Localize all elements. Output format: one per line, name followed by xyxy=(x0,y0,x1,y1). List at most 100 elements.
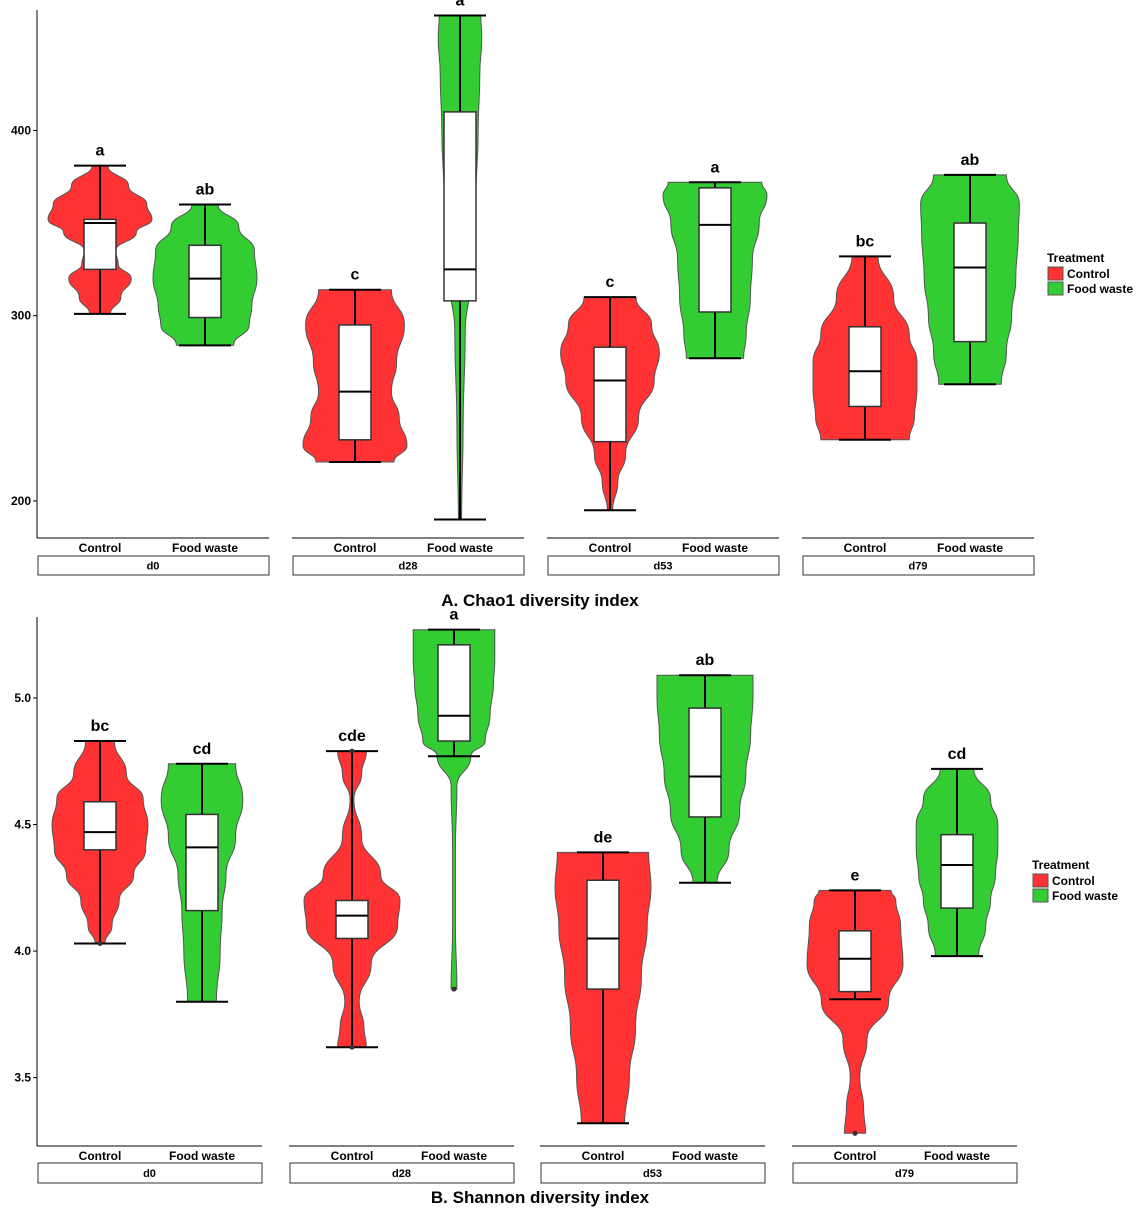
violin-d0-control: bc xyxy=(51,718,149,947)
iqr-box xyxy=(848,326,882,408)
outlier-point xyxy=(451,986,457,992)
violin-d53-food-waste: a xyxy=(662,159,768,360)
iqr-box xyxy=(953,222,987,343)
iqr-box xyxy=(698,187,732,313)
violin-d28-food-waste: a xyxy=(434,0,486,521)
violin-d28-food-waste: a xyxy=(412,607,496,992)
facet-d53: de Control ab Food waste d53 xyxy=(540,652,766,1184)
violin-d79-control: e xyxy=(806,867,904,1136)
iqr-box xyxy=(335,899,369,940)
x-category-label: Food waste xyxy=(427,541,493,555)
significance-letter: ab xyxy=(961,152,980,169)
y-tick-label: 400 xyxy=(11,123,31,137)
significance-letter: a xyxy=(450,607,459,624)
iqr-box xyxy=(188,244,222,319)
facet-d28: c Control a Food waste d28 xyxy=(292,0,525,576)
significance-letter: cde xyxy=(338,728,366,745)
legend-swatch xyxy=(1032,888,1049,903)
outlier-point xyxy=(97,941,103,947)
y-tick-label: 200 xyxy=(11,494,31,508)
x-category-label: Food waste xyxy=(682,541,748,555)
legend-label: Food waste xyxy=(1052,889,1118,903)
iqr-box xyxy=(185,813,219,912)
facet-d53: c Control a Food waste d53 xyxy=(547,159,780,576)
facet-strip xyxy=(37,1162,263,1184)
x-category-label: Control xyxy=(589,541,632,555)
iqr-box xyxy=(688,707,722,818)
significance-letter: a xyxy=(456,0,465,10)
x-category-label: Food waste xyxy=(169,1149,235,1163)
significance-letter: c xyxy=(606,274,615,291)
violin-d53-control: de xyxy=(554,829,652,1125)
legend-label: Control xyxy=(1052,874,1095,888)
x-category-label: Food waste xyxy=(672,1149,738,1163)
iqr-box xyxy=(443,111,477,302)
x-category-label: Control xyxy=(79,1149,122,1163)
iqr-box xyxy=(338,324,372,441)
legend-title: Treatment xyxy=(1032,858,1089,872)
significance-letter: c xyxy=(351,267,360,284)
x-category-label: Control xyxy=(582,1149,625,1163)
facet-strip-label: d53 xyxy=(654,561,673,573)
iqr-box xyxy=(83,218,117,271)
iqr-box xyxy=(437,644,471,742)
significance-letter: cd xyxy=(193,741,212,758)
x-category-label: Control xyxy=(331,1149,374,1163)
violin-d28-control: cde xyxy=(303,728,401,1050)
violin-d53-control: c xyxy=(560,274,660,512)
iqr-box xyxy=(586,879,620,990)
facet-d28: cde Control a Food waste d28 xyxy=(289,607,515,1184)
facet-strip xyxy=(540,1162,766,1184)
violin-d53-food-waste: ab xyxy=(656,652,754,884)
facet-strip xyxy=(792,1162,1018,1184)
violin-d79-food-waste: ab xyxy=(920,152,1020,386)
significance-letter: de xyxy=(594,829,613,846)
facet-strip xyxy=(547,555,780,576)
violin-d0-control: a xyxy=(47,143,153,315)
x-category-label: Food waste xyxy=(421,1149,487,1163)
significance-letter: a xyxy=(711,159,720,176)
iqr-box xyxy=(593,346,627,443)
violin-d79-control: bc xyxy=(812,233,918,441)
x-category-label: Control xyxy=(834,1149,877,1163)
legend-swatch xyxy=(1032,873,1049,888)
facet-strip-label: d53 xyxy=(643,1168,662,1180)
significance-letter: bc xyxy=(91,718,110,735)
y-tick-label: 4.0 xyxy=(14,944,31,958)
significance-letter: bc xyxy=(856,233,875,250)
violin-d28-control: c xyxy=(302,267,408,464)
facet-strip-label: d0 xyxy=(147,561,160,573)
significance-letter: e xyxy=(851,867,860,884)
facet-strip-label: d28 xyxy=(392,1168,411,1180)
significance-letter: ab xyxy=(196,182,215,199)
y-tick-label: 5.0 xyxy=(14,691,31,705)
x-category-label: Control xyxy=(844,541,887,555)
x-category-label: Food waste xyxy=(172,541,238,555)
facet-strip xyxy=(292,555,525,576)
legend-label: Control xyxy=(1067,267,1110,281)
facet-strip xyxy=(802,555,1035,576)
significance-letter: a xyxy=(96,143,105,160)
violin-d0-food-waste: ab xyxy=(152,182,258,347)
facet-d0: a Control ab Food waste d0 xyxy=(37,143,270,576)
y-tick-label: 3.5 xyxy=(14,1071,31,1085)
facet-d79: e Control cd Food waste d79 xyxy=(792,746,1018,1184)
iqr-box xyxy=(838,930,872,993)
iqr-box xyxy=(83,801,117,851)
x-category-label: Food waste xyxy=(924,1149,990,1163)
x-category-label: Food waste xyxy=(937,541,1003,555)
facet-strip-label: d28 xyxy=(399,561,418,573)
y-tick-label: 4.5 xyxy=(14,818,31,832)
facet-strip-label: d79 xyxy=(909,561,928,573)
panel-caption: A. Chao1 diversity index xyxy=(441,591,639,610)
legend-label: Food waste xyxy=(1067,282,1133,296)
facet-strip-label: d0 xyxy=(143,1168,156,1180)
facet-d79: bc Control ab Food waste d79 xyxy=(802,152,1035,576)
legend-swatch xyxy=(1047,266,1064,281)
facet-strip xyxy=(37,555,270,576)
significance-letter: ab xyxy=(696,652,715,669)
significance-letter: cd xyxy=(948,746,967,763)
panel-caption: B. Shannon diversity index xyxy=(431,1188,650,1207)
